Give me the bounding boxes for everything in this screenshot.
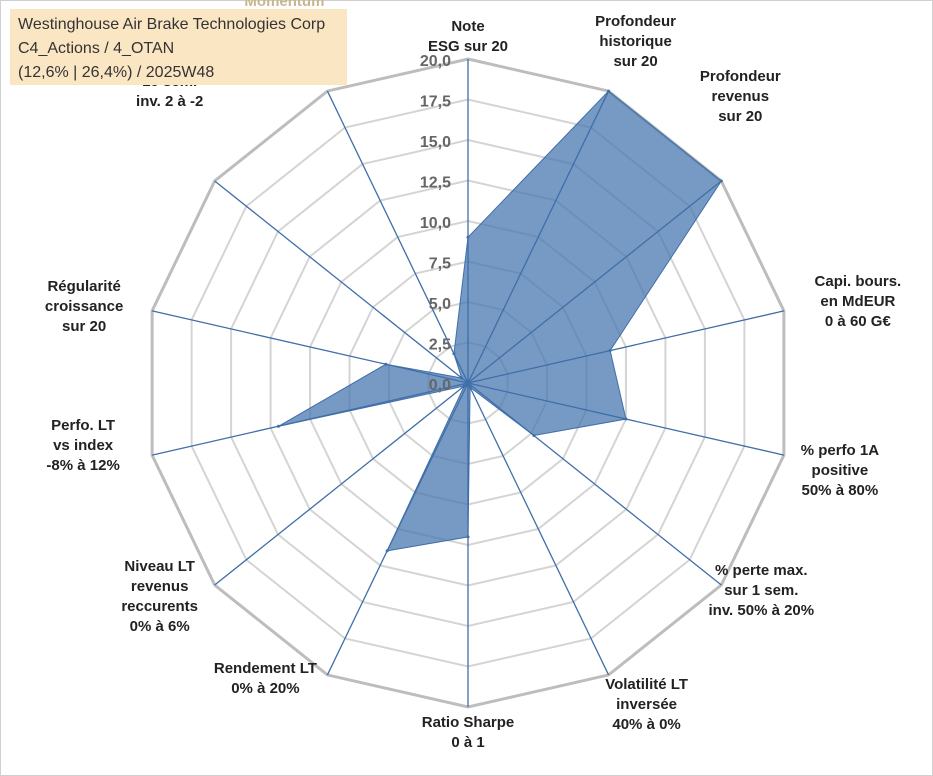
category-label-line: sur 20 — [613, 53, 657, 70]
category-label-line: Rendement LT — [214, 660, 317, 677]
spoke-4 — [467, 382, 785, 456]
category-label-3: Capi. bours. en MdEUR 0 à 60 G€ — [815, 273, 902, 330]
category-label-line: sur 20 — [718, 108, 762, 125]
category-label-line: 0% à 6% — [130, 618, 190, 635]
category-label-line: Ratio Sharpe — [422, 714, 515, 731]
category-label-8: Rendement LT 0% à 20% — [214, 660, 317, 697]
category-label-line: 0 à 60 G€ — [825, 313, 892, 330]
category-label-line: % perte max. — [715, 562, 808, 579]
tick-label: 15,0 — [420, 134, 451, 151]
category-label-line: Profondeur — [595, 13, 676, 30]
spoke-8 — [326, 382, 469, 676]
tick-label: 20,0 — [420, 53, 451, 70]
spoke-5 — [467, 382, 722, 586]
category-label-line: Niveau LT — [124, 558, 195, 575]
category-label-line: inversée — [616, 696, 677, 713]
category-label-line: croissance — [45, 298, 123, 315]
category-label-line: Capi. bours. — [815, 273, 902, 290]
portfolio-path: C4_Actions / 4_OTAN — [18, 40, 175, 57]
category-label-7: Ratio Sharpe 0 à 1 — [422, 714, 515, 751]
category-label-line: revenus — [712, 88, 770, 105]
tick-label: 0,0 — [429, 377, 451, 394]
category-label-line: 40% à 0% — [612, 716, 680, 733]
category-label-line: Profondeur — [700, 68, 781, 85]
category-label-line: inv. 2 à -2 — [136, 93, 203, 110]
category-label-line: revenus — [131, 578, 189, 595]
tick-label: 17,5 — [420, 94, 451, 111]
radar-spokes — [151, 59, 785, 707]
period-info: (12,6% | 26,4%) / 2025W48 — [18, 64, 215, 81]
title-box: Westinghouse Air Brake Technologies Corp… — [10, 9, 347, 85]
category-label-line: Perfo. LT — [51, 417, 115, 434]
spoke-12 — [214, 180, 469, 384]
spoke-11 — [151, 310, 469, 384]
spoke-9 — [214, 382, 469, 586]
tick-label: 2,5 — [429, 337, 451, 354]
category-label-line: Momentum — [244, 0, 324, 10]
category-label-1: Profondeur historique sur 20 — [595, 13, 676, 70]
tick-label: 7,5 — [429, 256, 451, 273]
category-label-line: 50% à 80% — [802, 482, 879, 499]
category-label-line: reccurents — [121, 598, 198, 615]
radar-series — [276, 89, 723, 553]
spoke-13 — [326, 90, 469, 384]
category-label-line: Régularité — [47, 278, 120, 295]
category-label-line: Note — [451, 18, 484, 35]
category-label-line: 0 à 1 — [451, 734, 484, 751]
category-label-11: Régularité croissance sur 20 — [45, 278, 123, 335]
category-label-line: sur 20 — [62, 318, 106, 335]
spoke-1 — [467, 90, 610, 384]
category-label-line: ESG sur 20 — [428, 38, 508, 55]
category-label-line: 0% à 20% — [231, 680, 299, 697]
category-label-5: % perte max. sur 1 sem. inv. 50% à 20% — [709, 562, 815, 619]
category-label-line: -8% à 12% — [46, 457, 119, 474]
tick-label: 5,0 — [429, 296, 451, 313]
spoke-3 — [467, 310, 785, 384]
spoke-10 — [151, 382, 469, 456]
company-name: Westinghouse Air Brake Technologies Corp — [18, 16, 326, 33]
spoke-2 — [467, 180, 722, 384]
tick-label: 12,5 — [420, 175, 451, 192]
category-label-0: Note ESG sur 20 — [428, 18, 508, 55]
category-label-line: en MdEUR — [820, 293, 895, 310]
category-label-line: inv. 50% à 20% — [709, 602, 815, 619]
category-label-10: Perfo. LT vs index -8% à 12% — [46, 417, 119, 474]
category-label-line: positive — [812, 462, 869, 479]
category-label-line: % perfo 1A — [801, 442, 880, 459]
spoke-6 — [467, 382, 610, 676]
category-label-line: Volatilité LT — [605, 676, 688, 693]
radial-axis-ticks: 0,0 2,5 5,0 7,5 10,0 12,5 15,0 17,5 20,0 — [420, 53, 451, 394]
category-label-2: Profondeur revenus sur 20 — [700, 68, 781, 125]
category-label-4: % perfo 1A positive 50% à 80% — [801, 442, 880, 499]
category-label-line: vs index — [53, 437, 114, 454]
category-label-line: historique — [599, 33, 672, 50]
category-label-line: sur 1 sem. — [724, 582, 798, 599]
category-label-6: Volatilité LT inversée 40% à 0% — [605, 676, 688, 733]
category-label-9: Niveau LT revenus reccurents 0% à 6% — [121, 558, 198, 635]
category-labels: Note ESG sur 20 Profondeur historique sur 20… — [45, 0, 901, 751]
tick-label: 10,0 — [420, 215, 451, 232]
